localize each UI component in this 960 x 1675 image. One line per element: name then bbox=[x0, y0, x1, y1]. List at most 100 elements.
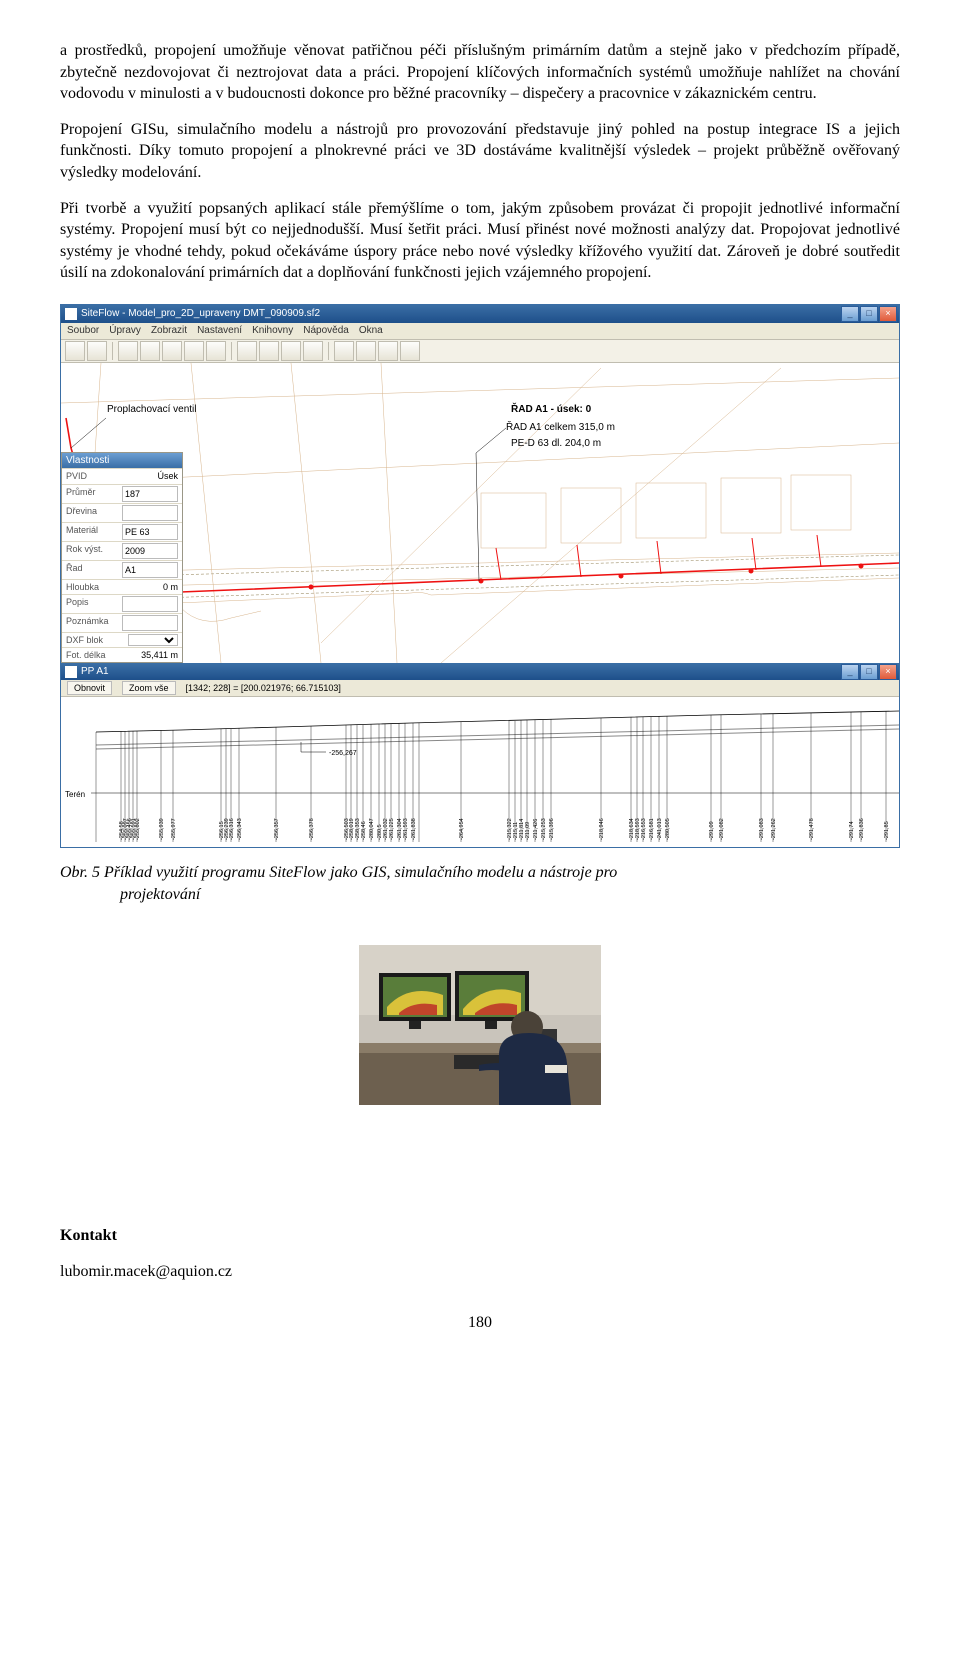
contact-block: Kontakt lubomir.macek@aquion.cz bbox=[60, 1225, 900, 1282]
prop-input[interactable] bbox=[122, 543, 178, 559]
menubar: Soubor Úpravy Zobrazit Nastavení Knihovn… bbox=[61, 323, 899, 340]
prop-key: Popis bbox=[66, 596, 89, 612]
svg-text:-291,836: -291,836 bbox=[859, 818, 865, 840]
prop-key: Materiál bbox=[66, 524, 98, 540]
prop-input[interactable] bbox=[122, 615, 178, 631]
svg-text:-261,838: -261,838 bbox=[411, 818, 417, 840]
siteflow-window: SiteFlow - Model_pro_2D_upraveny DMT_090… bbox=[60, 304, 900, 848]
svg-text:-216,581: -216,581 bbox=[649, 818, 655, 840]
map-canvas[interactable]: PE 100 SDR 17 ø90 - 111m Proplachovací v… bbox=[61, 363, 899, 663]
callout-pe-d: PE-D 63 dl. 204,0 m bbox=[511, 437, 601, 451]
svg-text:-215,396: -215,396 bbox=[549, 818, 555, 840]
profile-canvas[interactable]: -256,267 bbox=[61, 697, 899, 847]
subwindow-title: PP A1 bbox=[81, 665, 109, 679]
toolbar-button[interactable] bbox=[303, 341, 323, 361]
menu-item[interactable]: Okna bbox=[359, 324, 383, 338]
properties-header: Vlastnosti bbox=[62, 453, 182, 469]
coords-readout: [1342; 228] = [200.021976; 66.715103] bbox=[186, 682, 341, 694]
profile-toolbar: Obnovit Zoom vše [1342; 228] = [200.0219… bbox=[61, 680, 899, 697]
minimize-button[interactable]: _ bbox=[841, 306, 859, 322]
prop-input[interactable] bbox=[122, 505, 178, 521]
minimize-button[interactable]: _ bbox=[841, 664, 859, 680]
menu-item[interactable]: Nastavení bbox=[197, 324, 242, 338]
svg-text:-291,478: -291,478 bbox=[809, 818, 815, 840]
caption-number: Obr. 5 bbox=[60, 864, 100, 881]
prop-key: Řad bbox=[66, 562, 83, 578]
menu-item[interactable]: Úpravy bbox=[109, 324, 141, 338]
caption-text-line2: projektování bbox=[60, 884, 900, 906]
svg-text:-291,082: -291,082 bbox=[719, 818, 725, 840]
toolbar-button[interactable] bbox=[378, 341, 398, 361]
page-number: 180 bbox=[60, 1312, 900, 1334]
svg-text:-280,505: -280,505 bbox=[665, 818, 671, 840]
toolbar-button[interactable] bbox=[184, 341, 204, 361]
maximize-button[interactable]: □ bbox=[860, 664, 878, 680]
subwindow-icon bbox=[65, 666, 77, 678]
prop-input[interactable] bbox=[122, 486, 178, 502]
menu-item[interactable]: Zobrazit bbox=[151, 324, 187, 338]
window-title: SiteFlow - Model_pro_2D_upraveny DMT_090… bbox=[81, 307, 320, 321]
toolbar-button[interactable] bbox=[140, 341, 160, 361]
svg-text:-241,013: -241,013 bbox=[657, 818, 663, 840]
pipe-node-label: Proplachovací ventil bbox=[107, 403, 197, 417]
toolbar-button[interactable] bbox=[65, 341, 85, 361]
svg-text:-280,047: -280,047 bbox=[369, 818, 375, 840]
toolbar-button[interactable] bbox=[118, 341, 138, 361]
close-button[interactable]: × bbox=[879, 664, 897, 680]
menu-item[interactable]: Knihovny bbox=[252, 324, 293, 338]
svg-text:-255,977: -255,977 bbox=[171, 818, 177, 840]
svg-text:-291,083: -291,083 bbox=[759, 818, 765, 840]
menu-item[interactable]: Nápověda bbox=[303, 324, 349, 338]
svg-text:-291,09: -291,09 bbox=[709, 821, 715, 840]
prop-key: Dřevina bbox=[66, 505, 97, 521]
prop-key: DXF blok bbox=[66, 634, 103, 646]
paragraph-1: a prostředků, propojení umožňuje věnovat… bbox=[60, 40, 900, 105]
svg-text:-291,262: -291,262 bbox=[771, 818, 777, 840]
properties-panel: Vlastnosti PVIDÚsek Průměr Dřevina Mater… bbox=[61, 452, 183, 663]
toolbar-button[interactable] bbox=[237, 341, 257, 361]
svg-text:-291,85: -291,85 bbox=[884, 821, 890, 840]
toolbar-button[interactable] bbox=[334, 341, 354, 361]
main-titlebar: SiteFlow - Model_pro_2D_upraveny DMT_090… bbox=[61, 305, 899, 323]
figure-5-screenshot: SiteFlow - Model_pro_2D_upraveny DMT_090… bbox=[60, 304, 900, 848]
menu-item[interactable]: Soubor bbox=[67, 324, 99, 338]
close-button[interactable]: × bbox=[879, 306, 897, 322]
toolbar-button[interactable] bbox=[400, 341, 420, 361]
svg-text:-264,954: -264,954 bbox=[459, 818, 465, 840]
photo-container bbox=[60, 945, 900, 1105]
toolbar-button[interactable] bbox=[259, 341, 279, 361]
prop-key: Fot. délka bbox=[66, 649, 106, 661]
zoom-all-button[interactable]: Zoom vše bbox=[122, 681, 176, 695]
svg-text:-256,316: -256,316 bbox=[229, 818, 235, 840]
profile-subwindow: PP A1 _ □ × Obnovit Zoom vše [1342; 228]… bbox=[61, 663, 899, 847]
toolbar-separator bbox=[231, 342, 232, 360]
toolbar-button[interactable] bbox=[281, 341, 301, 361]
maximize-button[interactable]: □ bbox=[860, 306, 878, 322]
toolbar-button[interactable] bbox=[87, 341, 107, 361]
prop-value: 35,411 m bbox=[141, 649, 178, 661]
prop-key: Rok výst. bbox=[66, 543, 103, 559]
paragraph-3: Při tvorbě a využití popsaných aplikací … bbox=[60, 198, 900, 284]
svg-text:-261,225: -261,225 bbox=[389, 818, 395, 840]
prop-input[interactable] bbox=[122, 562, 178, 578]
profile-drawing: -256,267 bbox=[61, 697, 899, 847]
prop-key: Průměr bbox=[66, 486, 96, 502]
toolbar-button[interactable] bbox=[206, 341, 226, 361]
refresh-button[interactable]: Obnovit bbox=[67, 681, 112, 695]
prop-key: Poznámka bbox=[66, 615, 109, 631]
svg-text:-218,946: -218,946 bbox=[599, 818, 605, 840]
contact-heading: Kontakt bbox=[60, 1227, 117, 1244]
svg-text:-261,593: -261,593 bbox=[403, 818, 409, 840]
prop-input[interactable] bbox=[122, 596, 178, 612]
svg-text:-256,357: -256,357 bbox=[274, 818, 280, 840]
caption-text-line1: Příklad využití programu SiteFlow jako G… bbox=[100, 864, 617, 881]
prop-input[interactable] bbox=[122, 524, 178, 540]
main-toolbar bbox=[61, 340, 899, 363]
svg-text:-211,426: -211,426 bbox=[533, 819, 539, 840]
prop-select[interactable] bbox=[128, 634, 178, 646]
svg-text:-256,378: -256,378 bbox=[309, 818, 315, 840]
svg-text:-256,343: -256,343 bbox=[237, 818, 243, 840]
toolbar-button[interactable] bbox=[162, 341, 182, 361]
figure-caption: Obr. 5 Příklad využití programu SiteFlow… bbox=[60, 862, 900, 905]
toolbar-button[interactable] bbox=[356, 341, 376, 361]
